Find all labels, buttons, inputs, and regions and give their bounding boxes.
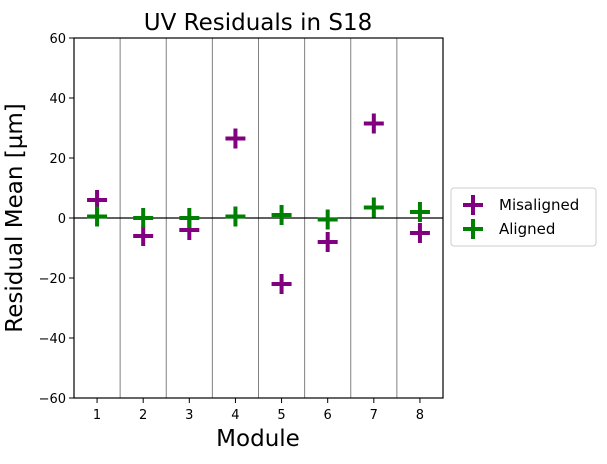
x-tick-label: 5	[277, 408, 285, 423]
chart-title: UV Residuals in S18	[144, 10, 372, 36]
aligned-point	[271, 205, 292, 225]
y-axis-label: Residual Mean [µm]	[2, 103, 28, 332]
x-tick-label: 3	[185, 408, 193, 423]
misaligned-point	[271, 274, 292, 294]
y-tick-label: −20	[39, 272, 66, 287]
x-tick-label: 6	[324, 408, 332, 423]
legend: Misaligned Aligned	[450, 187, 597, 247]
aligned-point	[179, 208, 200, 228]
y-tick-label: −60	[39, 392, 66, 407]
y-tick-label: 40	[49, 92, 66, 107]
plot-area: 1 2 3 4 5 6 7 8 −60 −40 −20 0 20 40 60	[39, 32, 444, 423]
aligned-point	[225, 206, 246, 227]
aligned-point	[87, 206, 108, 227]
misaligned-point	[409, 223, 430, 243]
misaligned-point	[317, 232, 338, 252]
y-tick-label: 60	[49, 32, 66, 47]
aligned-point	[409, 202, 430, 222]
legend-label-aligned: Aligned	[499, 220, 555, 238]
x-tick-label: 4	[231, 408, 239, 423]
y-tick-label: 20	[49, 152, 66, 167]
aligned-point	[363, 197, 384, 218]
misaligned-point	[225, 128, 246, 149]
aligned-point	[317, 209, 338, 230]
x-axis-label: Module	[216, 426, 300, 452]
legend-box	[450, 187, 597, 247]
x-tick-label: 2	[139, 408, 147, 423]
x-tick-label: 8	[416, 408, 424, 423]
misaligned-point	[363, 113, 384, 134]
y-tick-label: −40	[39, 332, 66, 347]
y-tick-label: 0	[58, 212, 66, 227]
misaligned-point	[133, 226, 154, 246]
x-tick-label: 1	[93, 408, 101, 423]
legend-marker-aligned	[463, 219, 483, 239]
x-tick-label: 7	[370, 408, 378, 423]
legend-marker-misaligned	[463, 195, 483, 215]
aligned-point	[133, 208, 154, 228]
legend-label-misaligned: Misaligned	[499, 196, 579, 214]
